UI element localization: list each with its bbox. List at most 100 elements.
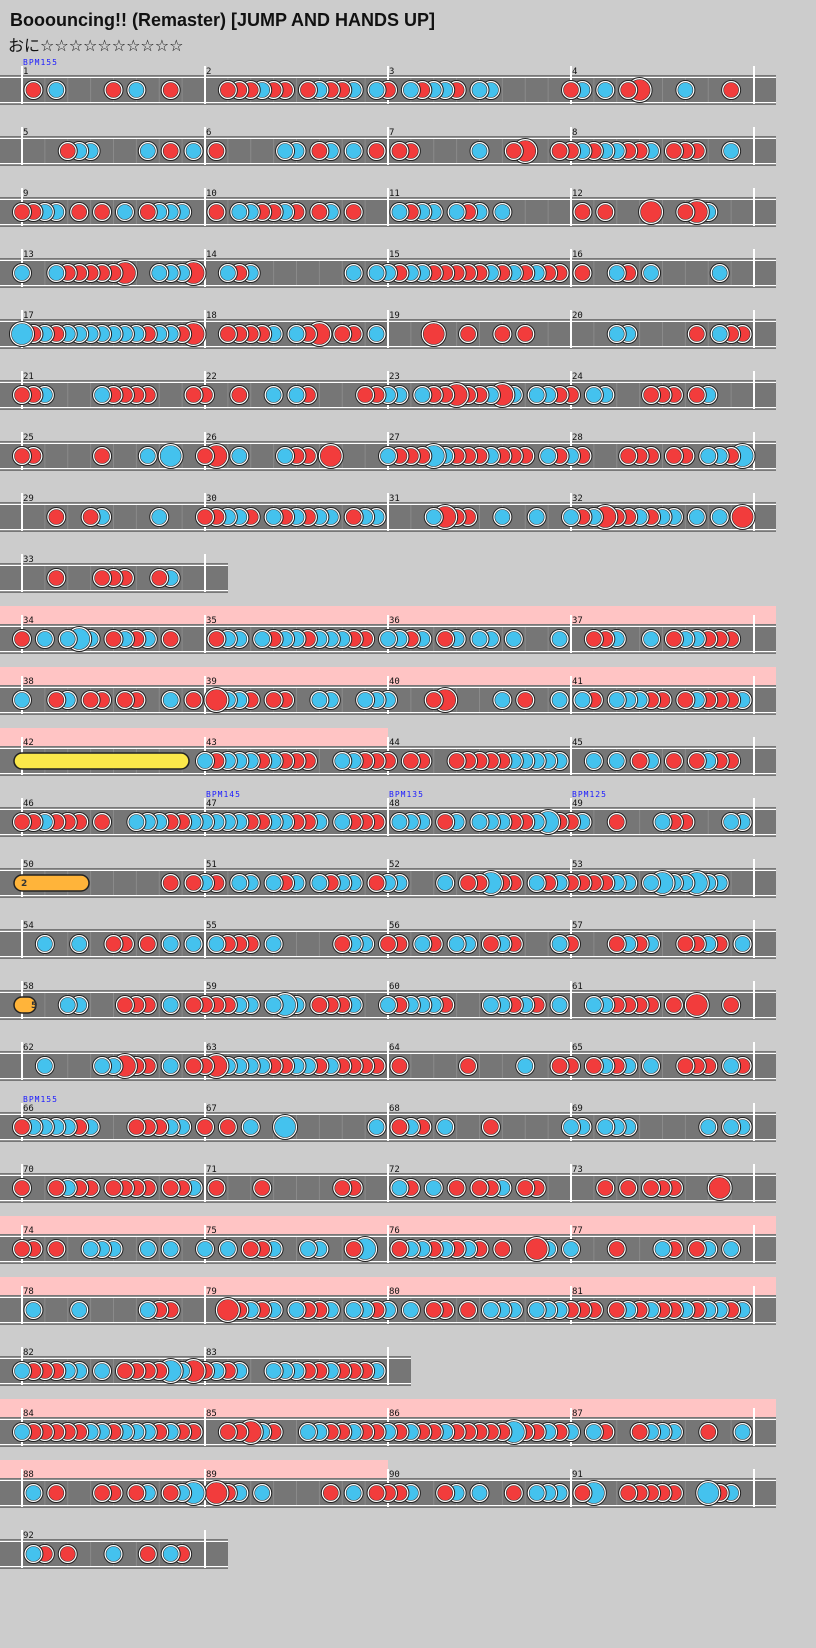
measure-number: 82 — [23, 1348, 34, 1358]
note — [677, 204, 694, 220]
measure-number: 67 — [206, 1104, 217, 1114]
note — [422, 323, 445, 345]
note — [162, 82, 179, 98]
note — [105, 1180, 122, 1196]
note — [517, 326, 534, 342]
note — [723, 1119, 739, 1135]
note — [220, 326, 236, 342]
note — [574, 204, 591, 220]
note — [551, 692, 568, 708]
note — [37, 631, 53, 647]
note — [425, 1302, 442, 1318]
note — [689, 753, 705, 769]
note — [640, 201, 662, 223]
note — [48, 82, 65, 98]
measure-number: 22 — [206, 372, 217, 382]
note — [265, 875, 282, 891]
measure-number: 37 — [572, 616, 583, 626]
lane-row: 9 10 11 12 — [0, 188, 776, 227]
note — [265, 692, 282, 708]
measure-number: 68 — [389, 1104, 400, 1114]
note — [608, 936, 625, 952]
note — [483, 997, 499, 1013]
note — [711, 326, 728, 342]
note — [14, 1180, 30, 1196]
note — [666, 631, 682, 647]
note — [574, 692, 591, 708]
note — [205, 689, 228, 711]
note — [162, 631, 179, 647]
note — [59, 631, 76, 647]
note — [265, 936, 282, 952]
note — [159, 445, 182, 467]
note — [94, 814, 110, 830]
measure-number: 83 — [206, 1348, 217, 1358]
note — [277, 448, 293, 464]
note — [48, 265, 65, 281]
note — [608, 265, 625, 281]
note — [14, 692, 30, 708]
note — [117, 692, 133, 708]
note — [162, 143, 179, 159]
measure-number: 9 — [23, 189, 28, 199]
stars: ☆☆☆☆☆☆☆☆☆☆ — [40, 36, 183, 55]
note — [334, 814, 351, 830]
measure-number: 8 — [572, 128, 577, 138]
note — [425, 1180, 442, 1196]
gogo-band — [571, 1216, 776, 1234]
note — [162, 692, 179, 708]
lane-row: 42 43 44 45 — [0, 728, 776, 776]
note — [208, 631, 225, 647]
note — [689, 1241, 705, 1257]
note — [185, 875, 202, 891]
note — [345, 1302, 362, 1318]
note — [563, 509, 579, 525]
note — [14, 448, 30, 464]
note — [563, 82, 579, 98]
note — [14, 204, 30, 220]
measure-number: 69 — [572, 1104, 583, 1114]
lane-row: 58 59 60 61 5 — [0, 981, 776, 1020]
lane-row: 29 30 31 32 — [0, 493, 776, 532]
measure-number: 36 — [389, 616, 400, 626]
lane-row: 92 — [0, 1530, 228, 1569]
gogo-band — [205, 667, 388, 685]
measure-number: 44 — [389, 738, 400, 748]
note — [551, 1058, 568, 1074]
measure-number: 18 — [206, 311, 217, 321]
gogo-band — [0, 1216, 205, 1234]
note — [608, 1241, 625, 1257]
gogo-band — [388, 606, 571, 624]
measure-number: 76 — [389, 1226, 400, 1236]
note — [14, 631, 30, 647]
note — [666, 143, 682, 159]
gogo-band — [205, 728, 388, 746]
note — [14, 1424, 30, 1440]
measure-number: 25 — [23, 433, 34, 443]
note — [320, 445, 342, 467]
measure-number: 73 — [572, 1165, 583, 1175]
note — [334, 1180, 351, 1196]
measure-number: 19 — [389, 311, 400, 321]
note — [483, 936, 499, 952]
note — [380, 936, 396, 952]
note — [608, 692, 625, 708]
note — [242, 1119, 259, 1135]
gogo-band — [571, 1277, 776, 1295]
note — [82, 509, 99, 525]
measure-number: 60 — [389, 982, 400, 992]
note — [414, 936, 431, 952]
note — [345, 265, 362, 281]
note — [140, 936, 156, 952]
note — [265, 509, 282, 525]
note — [368, 143, 385, 159]
note — [105, 82, 122, 98]
note — [357, 387, 373, 403]
measure-number: 86 — [389, 1409, 400, 1419]
note — [94, 570, 110, 586]
note — [574, 1485, 591, 1501]
measure-number: 91 — [572, 1470, 583, 1480]
note — [380, 997, 396, 1013]
lane-row: 21 22 23 24 — [0, 371, 776, 410]
note — [59, 143, 76, 159]
